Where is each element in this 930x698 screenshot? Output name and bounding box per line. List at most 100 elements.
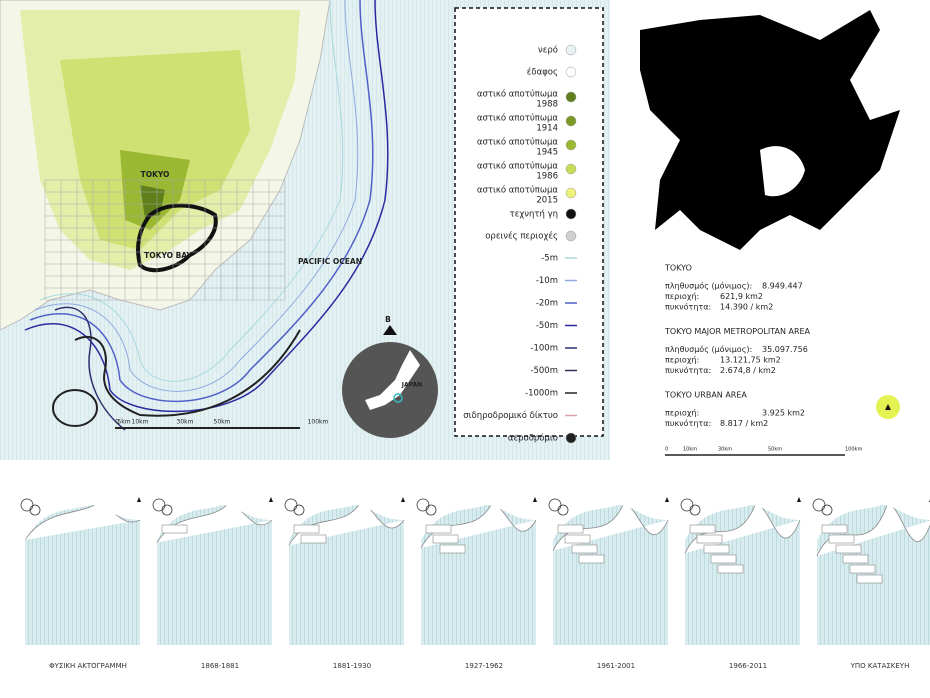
stats-value: 14.390 / km2 [720, 303, 773, 312]
north-arrow [269, 497, 273, 502]
legend-year: 1914 [536, 124, 558, 134]
reclaimed-land [856, 574, 883, 584]
coast-land [157, 490, 272, 540]
stats-title: TOKYO MAJOR METROPOLITAN AREA [664, 327, 811, 336]
reclaimed-land [710, 554, 737, 564]
timeline-label: 1961-2001 [597, 662, 635, 670]
reclaimed-land [696, 534, 723, 544]
reclaimed-land [557, 524, 584, 534]
stats-key: πυκνότητα: [665, 365, 711, 375]
island [557, 504, 569, 516]
reclaimed-land [439, 544, 466, 554]
legend-swatch [565, 44, 577, 56]
reclaimed-land [161, 524, 188, 534]
legend-swatch [565, 91, 577, 103]
legend-label: αστικό αποτύπωμα [477, 161, 558, 172]
map-label: TOKYO BAY [144, 251, 192, 260]
bay [760, 146, 805, 197]
legend-label: αστικό αποτύπωμα [477, 89, 558, 100]
legend-swatch [565, 66, 577, 78]
stats-key: περιοχή: [665, 409, 699, 418]
stats-key: πληθυσμός (μόνιμος): [665, 344, 752, 354]
north-arrow [885, 404, 891, 410]
legend-label: αστικό αποτύπωμα [477, 137, 558, 148]
coast-land [289, 490, 404, 540]
timeline-label: ΦΥΣΙΚΗ ΑΚΤΟΓΡΑΜΜΗ [49, 662, 127, 670]
scale-label: 5km [117, 419, 130, 426]
artificial-land [136, 203, 218, 273]
reclaimed-land [578, 554, 605, 564]
north-arrow [401, 497, 405, 502]
north-arrow [137, 497, 141, 502]
north-arrow [533, 497, 537, 502]
legend-label: τεχνητή γη [510, 210, 558, 220]
legend-label: -10m [536, 276, 558, 286]
map-label: TOKYO [141, 170, 170, 179]
legend-label: -1000m [525, 389, 558, 399]
reclaimed-land [300, 534, 327, 544]
island [29, 504, 41, 516]
island [689, 504, 701, 516]
scale-label: 0 [115, 419, 119, 426]
legend-label: νερό [538, 45, 558, 56]
legend-label: -50m [536, 321, 558, 331]
timeline-label: ΥΠΟ ΚΑΤΑΣΚΕΥΗ [850, 662, 910, 670]
legend-swatch [565, 432, 577, 444]
legend-label: αστικό αποτύπωμα [477, 185, 558, 196]
timeline-label: 1927-1962 [465, 662, 503, 670]
island [293, 504, 305, 516]
stats-value: 621,9 km2 [720, 292, 763, 301]
urban-1986 [60, 50, 250, 250]
map-label: B [385, 315, 391, 324]
legend-swatch [565, 230, 577, 242]
reclaimed-land [432, 534, 459, 544]
grid [44, 179, 286, 301]
legend-swatch [565, 187, 577, 199]
legend-label: -500m [530, 366, 558, 376]
map-label: JAPAN [401, 382, 422, 389]
scale-label: 10km [132, 419, 149, 426]
legend-year: 1986 [536, 172, 558, 182]
legend-label: -100m [530, 344, 558, 354]
scale-label: 30km [718, 447, 732, 453]
scale-label: 100km [845, 447, 862, 453]
legend-swatch [565, 208, 577, 220]
legend-year: 2015 [536, 196, 558, 206]
scale-label: 100km [308, 419, 329, 426]
stats-key: περιοχή: [665, 292, 699, 301]
legend-box [454, 7, 604, 437]
tokyo-footprint [640, 10, 900, 250]
stats-value: 35.097.756 [762, 345, 808, 354]
timeline-label: 1868-1881 [201, 662, 239, 670]
scale-label: 0 [665, 447, 668, 453]
island [821, 504, 833, 516]
tokyo-marker [393, 393, 403, 403]
stats-value: 8.949.447 [762, 282, 803, 291]
contours [24, 0, 389, 431]
legend-swatch [565, 139, 577, 151]
reclaimed-land [564, 534, 591, 544]
stats-value: 8.817 / km2 [720, 419, 768, 428]
stats-key: πληθυσμός (μόνιμος): [665, 281, 752, 291]
coast-land [421, 490, 536, 540]
reclaimed-land [849, 564, 876, 574]
reclaimed-land [821, 524, 848, 534]
legend-swatch [565, 163, 577, 175]
coast-land [817, 490, 930, 540]
legend-label: αεροδρόμιο [508, 433, 558, 444]
reclaimed-land [828, 534, 855, 544]
scale-label: 50km [768, 447, 782, 453]
reclaimed-land [842, 554, 869, 564]
stats-value: 2.674,8 / km2 [720, 366, 776, 375]
silhouette [640, 10, 900, 456]
timeline-label: 1966-2011 [729, 662, 767, 670]
legend-year: 1945 [536, 148, 558, 158]
scale-label: 50km [214, 419, 231, 426]
legend-label: -20m [536, 299, 558, 309]
stats-value: 3.925 km2 [762, 409, 805, 418]
north-arrow [383, 325, 397, 335]
japan-outline [365, 350, 420, 410]
stats-title: TOKYO URBAN AREA [664, 391, 747, 400]
scale-label: 10km [683, 447, 697, 453]
legend-label: -5m [541, 254, 558, 264]
